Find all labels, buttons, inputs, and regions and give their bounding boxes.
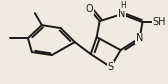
Text: H: H [120, 1, 126, 10]
Text: N: N [136, 33, 143, 43]
Text: O: O [86, 4, 94, 14]
Text: N: N [118, 9, 125, 19]
Text: S: S [108, 62, 114, 72]
Text: SH: SH [153, 17, 166, 27]
